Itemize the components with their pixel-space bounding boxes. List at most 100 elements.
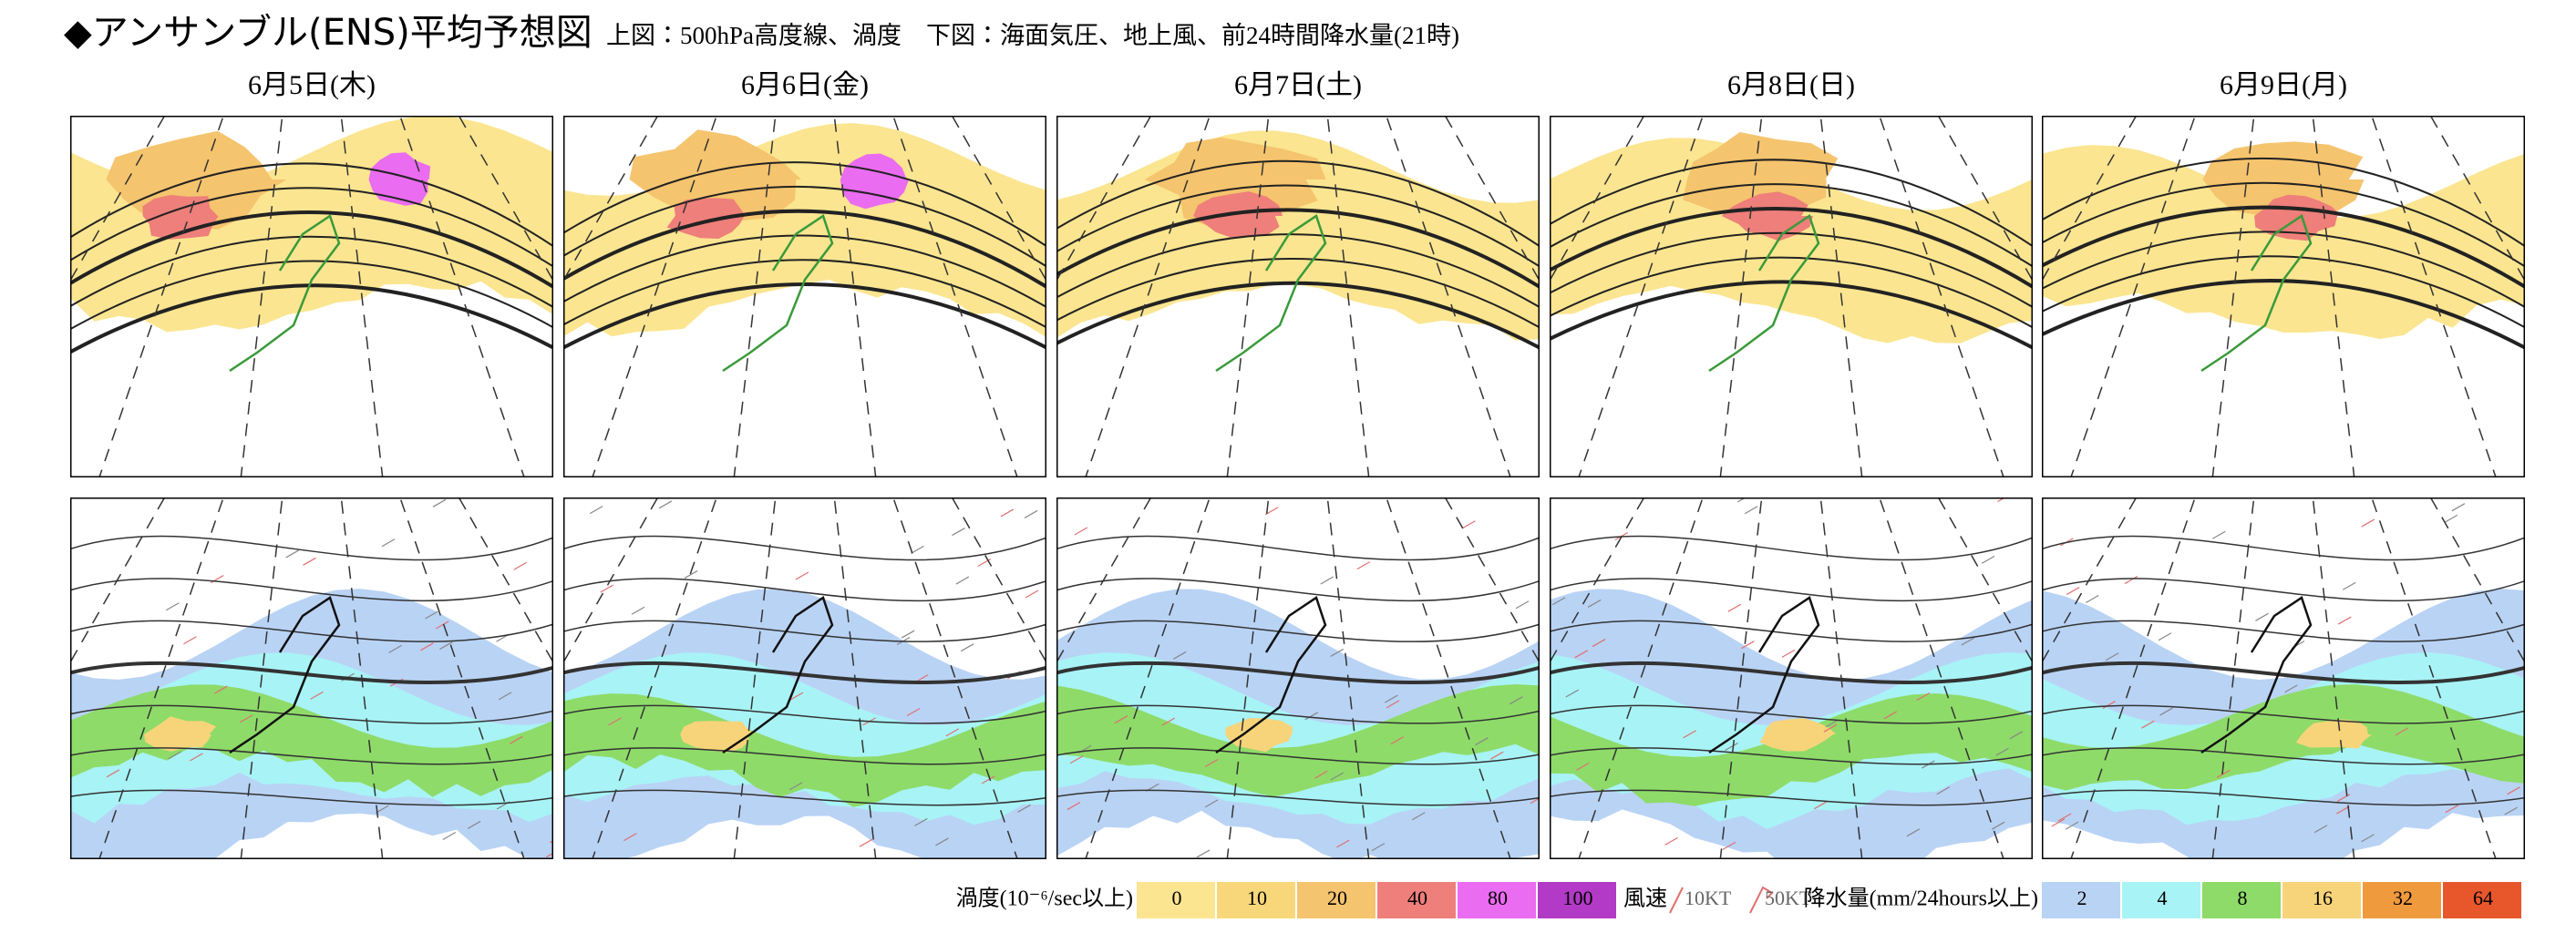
grid-meridian xyxy=(458,497,553,664)
legend-value: 20 xyxy=(1327,887,1347,909)
wind-barb xyxy=(2395,727,2409,736)
wind-barb xyxy=(1489,751,1504,760)
legend-value: 0 xyxy=(1172,887,1182,909)
grid-meridian xyxy=(1386,116,1511,477)
wind-barb xyxy=(420,642,434,651)
wind-barb xyxy=(906,708,921,717)
height-contour xyxy=(563,234,1046,309)
grid-meridian xyxy=(1578,116,1704,477)
isobar xyxy=(70,704,553,724)
wind-barb xyxy=(1916,692,1931,702)
wind-barb xyxy=(1592,639,1606,648)
isobar xyxy=(2042,789,2525,806)
grid-meridian xyxy=(833,116,877,477)
height-contour xyxy=(563,161,1046,248)
wind-barb xyxy=(2444,514,2458,523)
grid-meridian xyxy=(592,497,717,859)
wind-barb xyxy=(1551,597,1566,606)
wind-barb xyxy=(1727,603,1742,612)
isobar xyxy=(1550,789,2033,806)
height-contour xyxy=(1056,281,1540,351)
lower-map xyxy=(2042,497,2525,859)
coastline xyxy=(2200,214,2313,373)
wind-barb xyxy=(2159,707,2173,716)
isobar xyxy=(563,747,1046,765)
grid-meridian xyxy=(70,497,166,664)
wind-barb xyxy=(1781,649,1796,658)
wind-barb xyxy=(1000,508,1015,518)
legend-value: 80 xyxy=(1488,887,1508,909)
wind-barb xyxy=(239,714,253,723)
vorticity-area xyxy=(563,123,1046,338)
coastline xyxy=(1215,214,1327,373)
wind-barb xyxy=(183,636,197,645)
isobar xyxy=(563,661,1046,684)
grid-meridian xyxy=(1937,497,2033,664)
grid-meridian xyxy=(240,497,283,859)
wind-barb xyxy=(952,528,965,537)
isobar xyxy=(1056,661,1540,684)
lower-map xyxy=(1550,497,2033,859)
wind-barb xyxy=(1936,786,1950,795)
wind-barb xyxy=(1066,802,1081,811)
grid-meridian xyxy=(2312,116,2355,477)
wind-barb xyxy=(901,630,915,639)
isobar xyxy=(2042,747,2525,765)
wind-barb xyxy=(1722,841,1736,850)
legend-swatch xyxy=(1137,882,1215,918)
legend-value: 2 xyxy=(2077,887,2087,909)
legend-swatch xyxy=(1297,882,1376,918)
wind-barb xyxy=(168,751,181,760)
isobar xyxy=(2042,661,2525,684)
vorticity-area xyxy=(629,129,801,222)
height-contour xyxy=(2042,255,2525,329)
wind-barb xyxy=(1823,723,1838,733)
grid-meridian xyxy=(1578,497,1704,859)
height-contour xyxy=(70,260,553,331)
wind-barb xyxy=(589,506,603,515)
wind-barb xyxy=(1172,651,1187,660)
wind-barb xyxy=(442,831,457,840)
wind-barb xyxy=(2105,652,2119,661)
wind-barb xyxy=(2211,530,2226,539)
precip-area xyxy=(1056,652,1540,825)
wind-barb xyxy=(1204,799,1219,808)
coastline xyxy=(1708,214,1820,373)
lower-map xyxy=(563,497,1046,859)
isobar xyxy=(2042,535,2525,561)
grid-meridian xyxy=(399,497,525,859)
isobar xyxy=(1056,620,1540,642)
height-contour xyxy=(2042,205,2525,290)
wind-barb xyxy=(1991,821,2005,830)
grid-meridian xyxy=(1879,116,2004,477)
wind-barb xyxy=(310,691,324,700)
legend-value: 64 xyxy=(2473,887,2493,909)
height-contour xyxy=(1550,231,2033,309)
wind-barb xyxy=(1883,711,1897,720)
isobar xyxy=(70,661,553,684)
wind-barb xyxy=(1576,762,1590,771)
lower-map xyxy=(70,497,553,859)
subtitle: 上図：500hPa高度線、渦度 下図：海面気圧、地上風、前24時間降水量(21時… xyxy=(606,22,1459,49)
height-contour xyxy=(70,283,553,354)
isobar xyxy=(1056,535,1540,561)
coastline xyxy=(1708,596,1820,754)
wind-barb xyxy=(945,728,960,737)
wind-barb xyxy=(1114,715,1128,724)
wind-barb xyxy=(789,692,804,701)
wind-barb xyxy=(1825,719,1839,728)
wind-legend-value: 50KT xyxy=(1765,887,1812,909)
height-contour xyxy=(563,209,1046,290)
height-contour xyxy=(1550,159,2033,248)
grid-meridian xyxy=(1326,497,1370,859)
isobar xyxy=(70,535,553,561)
wind-barb xyxy=(1475,737,1489,746)
wind-barb xyxy=(631,606,645,615)
wind-barb xyxy=(960,643,974,652)
precip-area xyxy=(2042,684,2525,791)
grid-meridian xyxy=(240,116,283,477)
wind-barb xyxy=(425,610,438,620)
grid-meridian xyxy=(2429,116,2525,282)
vorticity-area xyxy=(666,198,746,239)
